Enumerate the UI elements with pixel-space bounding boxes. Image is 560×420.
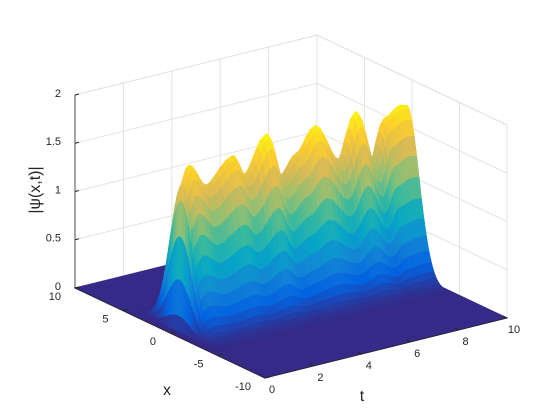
tick-mark xyxy=(309,363,314,367)
z-axis-label: |ψ(x,t)| xyxy=(27,166,44,213)
y-tick-label: 10 xyxy=(49,291,61,303)
tick-mark xyxy=(74,286,80,289)
x-tick-label: 8 xyxy=(463,336,469,348)
grid-line xyxy=(74,34,508,126)
tick-mark xyxy=(264,376,271,379)
x-tick-label: 0 xyxy=(269,384,275,396)
surface xyxy=(73,104,509,379)
tick-mark xyxy=(74,238,80,241)
tick-mark xyxy=(74,141,80,144)
grid-line xyxy=(74,82,508,174)
z-tick-label: 0 xyxy=(55,281,61,293)
z-tick-label: 2 xyxy=(55,88,61,100)
z-tick-label: 1.5 xyxy=(46,136,61,148)
tick-mark xyxy=(357,351,363,355)
x-tick-label: 2 xyxy=(317,372,323,384)
x-tick-label: 6 xyxy=(414,348,420,360)
y-tick-label: -5 xyxy=(194,358,204,370)
tick-mark xyxy=(502,315,508,319)
axis-line xyxy=(264,317,508,379)
z-tick-label: 1 xyxy=(55,184,61,196)
y-tick-label: -10 xyxy=(235,381,251,393)
y-axis-label: x xyxy=(163,382,171,399)
x-tick-label: 10 xyxy=(508,324,520,336)
tick-mark xyxy=(74,190,80,192)
tick-mark xyxy=(74,93,80,96)
x-axis-label: t xyxy=(360,388,365,405)
y-tick-label: 5 xyxy=(102,313,108,325)
tick-mark xyxy=(122,309,128,311)
x-tick-label: 4 xyxy=(366,360,372,372)
tick-mark xyxy=(454,327,459,331)
tick-mark xyxy=(169,331,176,334)
z-tick-label: 0.5 xyxy=(46,233,61,245)
tick-mark xyxy=(260,375,266,379)
y-tick-label: 0 xyxy=(150,336,156,348)
tick-mark xyxy=(217,354,223,356)
tick-mark xyxy=(405,339,411,343)
